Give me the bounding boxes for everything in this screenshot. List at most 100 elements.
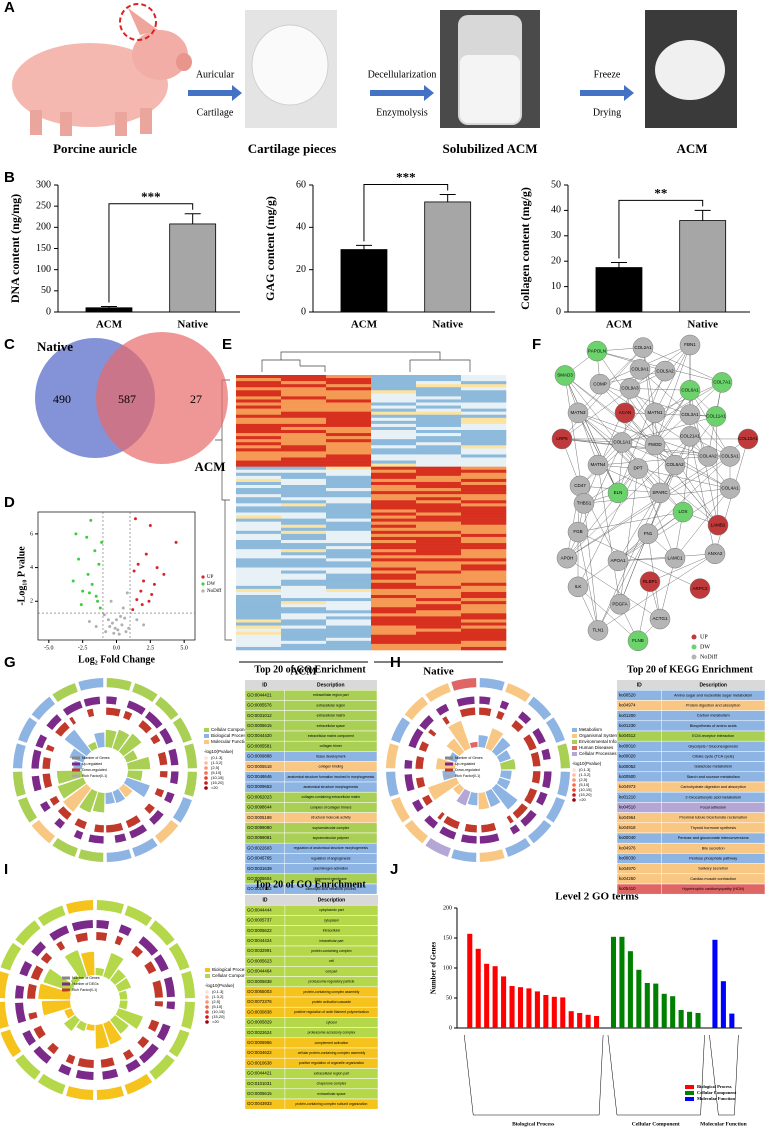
heatmap-cell bbox=[326, 408, 372, 412]
heatmap-cell bbox=[416, 466, 462, 471]
heatmap-cell bbox=[326, 390, 372, 394]
heatmap-cell bbox=[416, 475, 462, 480]
label: 60 bbox=[296, 179, 306, 190]
edge bbox=[564, 375, 619, 493]
label: chaperone complex bbox=[317, 1082, 347, 1086]
heatmap-cell bbox=[461, 488, 507, 492]
heatmap-cell bbox=[461, 448, 507, 452]
heatmap-cell bbox=[461, 628, 507, 632]
heatmap-cell bbox=[416, 527, 462, 532]
ring-decor bbox=[75, 1069, 94, 1080]
heatmap-cell bbox=[461, 463, 507, 467]
heatmap-cell bbox=[236, 536, 282, 541]
heatmap-cell bbox=[281, 414, 327, 419]
label: GO:0005623 bbox=[247, 958, 272, 963]
heatmap-cell bbox=[416, 375, 462, 379]
heatmap-cell bbox=[371, 622, 417, 626]
label: ko04973 bbox=[619, 784, 636, 789]
node-label: LRP6 bbox=[556, 436, 568, 441]
heatmap-cell bbox=[236, 640, 282, 645]
node-label: COL9A3 bbox=[621, 386, 639, 391]
heatmap-cell bbox=[416, 411, 462, 416]
heatmap-cell bbox=[416, 588, 462, 593]
ring-decor bbox=[500, 770, 512, 780]
label: Human Diseases bbox=[579, 745, 614, 750]
ring-decor bbox=[125, 815, 141, 828]
heatmap-cell bbox=[281, 485, 327, 489]
heatmap-cell bbox=[371, 393, 417, 397]
label: cytosol bbox=[326, 1020, 337, 1024]
heatmap-cell bbox=[371, 595, 417, 599]
edge bbox=[599, 370, 666, 385]
node bbox=[637, 523, 659, 545]
heatmap-cell bbox=[371, 381, 417, 385]
point bbox=[97, 562, 101, 566]
heatmap-cell bbox=[236, 546, 282, 550]
heatmap-cell bbox=[371, 546, 417, 550]
label: GO:0044444 bbox=[247, 907, 272, 912]
legend-swatch bbox=[572, 746, 577, 750]
legend-swatch bbox=[691, 654, 697, 660]
bar bbox=[340, 249, 388, 313]
heatmap-cell bbox=[416, 463, 462, 467]
heatmap-cell bbox=[461, 509, 507, 513]
node-label: COL9A1 bbox=[631, 367, 649, 372]
heatmap-cell bbox=[326, 375, 372, 379]
ring-decor bbox=[154, 788, 165, 798]
heatmap-cell bbox=[281, 384, 327, 388]
label: Porcine auricle bbox=[53, 141, 137, 156]
heatmap-cell bbox=[281, 387, 327, 391]
ring-decor bbox=[459, 707, 476, 718]
heatmap-cell bbox=[281, 530, 327, 535]
heatmap-cell bbox=[326, 613, 372, 617]
bar bbox=[568, 1011, 574, 1028]
heatmap-cell bbox=[281, 454, 327, 458]
heatmap-cell bbox=[236, 595, 282, 599]
point bbox=[144, 552, 148, 556]
heatmap-cell bbox=[371, 445, 417, 449]
photo-cartilage bbox=[245, 10, 337, 128]
legend-swatch bbox=[572, 788, 576, 792]
heatmap-cell bbox=[416, 610, 462, 614]
heatmap-cell bbox=[281, 512, 327, 516]
label: (2,5] bbox=[212, 999, 220, 1004]
ring-decor bbox=[541, 748, 551, 761]
heatmap-cell bbox=[281, 555, 327, 559]
heatmap-cell bbox=[461, 460, 507, 464]
label: regulation of angiogenesis bbox=[311, 856, 351, 860]
heatmap-cell bbox=[326, 509, 372, 513]
ring-decor bbox=[428, 777, 460, 801]
ring-segment bbox=[124, 905, 153, 927]
heatmap-cell bbox=[461, 494, 507, 498]
ring-decor bbox=[115, 978, 132, 992]
heatmap-cell bbox=[416, 533, 462, 538]
ring-decor bbox=[443, 815, 460, 830]
heatmap-cell bbox=[236, 610, 282, 614]
legend-swatch bbox=[204, 734, 209, 738]
heatmap-cell bbox=[236, 393, 282, 397]
ring-decor bbox=[509, 824, 521, 835]
heatmap-cell bbox=[326, 543, 372, 547]
bar bbox=[585, 1014, 591, 1028]
heatmap-cell bbox=[281, 604, 327, 608]
heatmap-cell bbox=[326, 503, 372, 507]
heatmap-cell bbox=[461, 543, 507, 547]
legend-swatch bbox=[204, 740, 209, 744]
ring-decor bbox=[478, 792, 490, 810]
ring-decor bbox=[69, 716, 77, 725]
heatmap-cell bbox=[281, 631, 327, 636]
label: ko00040 bbox=[619, 835, 636, 840]
heatmap-cell bbox=[371, 420, 417, 425]
heatmap-cell bbox=[326, 393, 372, 397]
label: ACM bbox=[351, 319, 378, 331]
heatmap-cell bbox=[371, 613, 417, 617]
heatmap-cell bbox=[371, 399, 417, 403]
heatmap-cell bbox=[281, 579, 327, 584]
heatmap-cell bbox=[281, 558, 327, 562]
heatmap-cell bbox=[371, 512, 417, 516]
y-axis-title: -Log₁₀ P value bbox=[16, 546, 27, 606]
heatmap-cell bbox=[371, 387, 417, 391]
legend-swatch bbox=[62, 976, 70, 980]
ring-decor bbox=[41, 1000, 72, 1016]
heatmap-cell bbox=[461, 558, 507, 562]
